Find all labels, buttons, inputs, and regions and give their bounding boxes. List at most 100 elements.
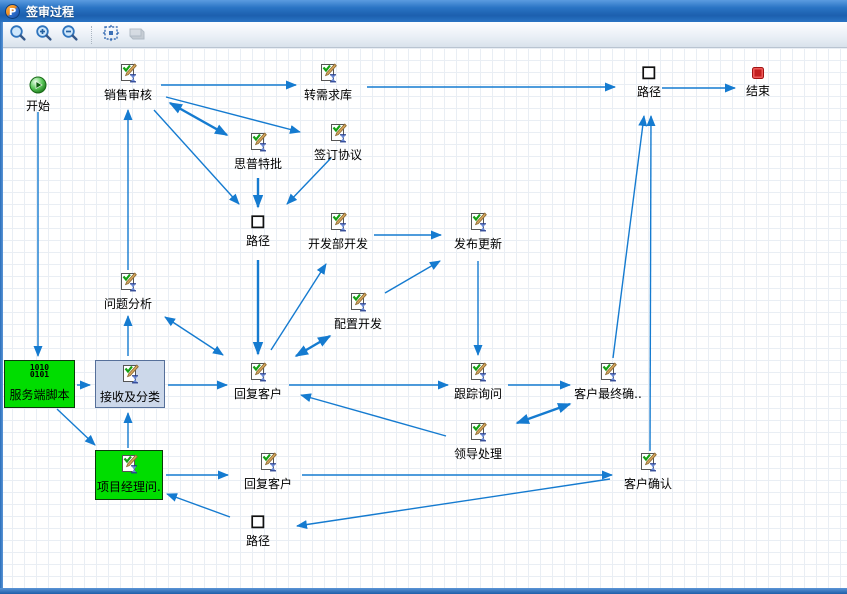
edge-reply-customer-to-config-dev[interactable] [294,334,332,358]
node-label: 开发部开发 [307,237,368,251]
zoom-out-button[interactable] [58,24,82,46]
node-sales-review[interactable]: 销售审核 [68,63,188,103]
task-approval-icon [248,362,268,382]
node-label: 路径 [245,234,270,248]
path-square-icon [251,215,265,229]
edge-customer-confirm-to-path-top[interactable] [646,115,656,452]
node-server-script[interactable]: 1010 0101 服务端脚本 [4,360,75,408]
node-label: 服务端脚本 [9,388,70,402]
node-label: 销售审核 [103,88,152,102]
node-path-top[interactable]: 路径 [589,66,709,100]
node-follow-inquiry[interactable]: 跟踪询问 [418,362,538,402]
zoom-tool-button[interactable] [6,24,30,46]
node-config-dev[interactable]: 配置开发 [298,292,418,332]
node-release-update[interactable]: 发布更新 [418,212,538,252]
node-label: 发布更新 [453,237,502,251]
edge-layer [33,80,736,529]
node-final-confirm[interactable]: 客户最终确.. [548,362,668,402]
start-icon [29,76,47,94]
task-approval-icon [118,63,138,83]
node-label: 回复客户 [233,387,282,401]
node-label: 领导处理 [453,447,502,461]
node-reply-customer[interactable]: 回复客户 [198,362,318,402]
task-approval-icon [248,132,268,152]
fit-frame-icon [102,24,120,46]
toolbar-separator [91,25,92,44]
node-start[interactable]: 开始 [0,76,98,114]
magnifier-minus-icon [61,24,79,46]
node-pm-issue[interactable]: 项目经理问.. [95,450,163,500]
task-approval-icon [258,452,278,472]
edge-path-bottom-to-pm-issue[interactable] [166,493,231,518]
edge-leader-handle-to-final-confirm[interactable] [515,402,572,425]
edge-leader-handle-to-reply-customer[interactable] [300,393,447,437]
node-reply-customer-2[interactable]: 回复客户 [208,452,328,492]
node-leader-handle[interactable]: 领导处理 [418,422,538,462]
node-label: 结束 [745,84,770,98]
task-approval-icon [119,454,139,478]
node-to-requirements[interactable]: 转需求库 [268,63,388,103]
node-label: 客户确认 [623,477,672,491]
node-customer-confirm[interactable]: 客户确认 [588,452,708,492]
node-label: 思普特批 [233,157,282,171]
task-approval-icon [348,292,368,312]
path-square-icon [251,515,265,529]
node-sipu-approval[interactable]: 思普特批 [198,132,318,172]
node-label: 客户最终确.. [574,387,642,401]
overview-icon [128,24,146,46]
task-approval-icon [468,212,488,232]
edge-sales-review-to-sign-agreement[interactable] [165,96,301,134]
app-logo-icon: P [5,3,20,19]
path-square-icon [642,66,656,80]
task-approval-icon [318,63,338,83]
fit-view-button[interactable] [99,24,123,46]
diagram-canvas[interactable]: 开始 销售审核 转需求库 路径 结束 思普特批 签订协议 路径 开发部开发 发布更新 问题分析 配置开… [0,48,847,588]
node-end[interactable]: 结束 [698,67,818,99]
node-label: 开始 [25,99,50,113]
window-border-left [0,22,3,594]
task-approval-icon [120,364,140,388]
node-receive-classify[interactable]: 接收及分类 [95,360,165,408]
task-approval-icon [598,362,618,382]
magnifier-plus-icon [35,24,53,46]
edge-reply-customer-to-dev-dept[interactable] [270,263,327,351]
edge-sales-review-to-path-mid[interactable] [153,109,240,205]
node-sign-agreement[interactable]: 签订协议 [278,123,398,163]
task-approval-icon [468,362,488,382]
node-dev-dept[interactable]: 开发部开发 [278,212,398,252]
edge-sales-review-to-sipu-approval[interactable] [168,101,229,137]
task-approval-icon [328,212,348,232]
edge-server-script-to-pm-issue[interactable] [56,408,96,446]
node-problem-analysis[interactable]: 问题分析 [68,272,188,312]
overview-button[interactable] [125,24,149,46]
task-approval-icon [468,422,488,442]
node-label: 签订协议 [313,148,362,162]
edge-sign-agreement-to-path-mid[interactable] [286,157,332,205]
node-path-mid[interactable]: 路径 [198,215,318,249]
node-label: 问题分析 [103,297,152,311]
task-approval-icon [638,452,658,472]
edge-customer-confirm-to-path-bottom[interactable] [296,478,611,529]
magnifier-icon [9,24,27,46]
node-label: 转需求库 [303,88,352,102]
task-approval-icon [118,272,138,292]
window-border-bottom [0,588,847,594]
title-bar: P 签审过程 [0,0,847,22]
toolbar [0,22,847,48]
task-approval-icon [328,123,348,143]
node-label: 回复客户 [243,477,292,491]
node-label: 项目经理问.. [97,480,161,494]
node-label: 路径 [245,534,270,548]
zoom-in-button[interactable] [32,24,56,46]
node-path-bottom[interactable]: 路径 [198,515,318,549]
node-label: 路径 [636,85,661,99]
window-title: 签审过程 [26,4,75,19]
end-icon [752,67,764,79]
edge-final-confirm-to-path-top[interactable] [612,115,648,359]
node-label: 跟踪询问 [453,387,502,401]
binary-script-icon: 1010 0101 [29,363,50,379]
edge-config-dev-to-release-update[interactable] [384,260,441,294]
node-label: 接收及分类 [99,390,160,403]
edge-problem-analysis-to-reply-customer[interactable] [164,316,224,356]
